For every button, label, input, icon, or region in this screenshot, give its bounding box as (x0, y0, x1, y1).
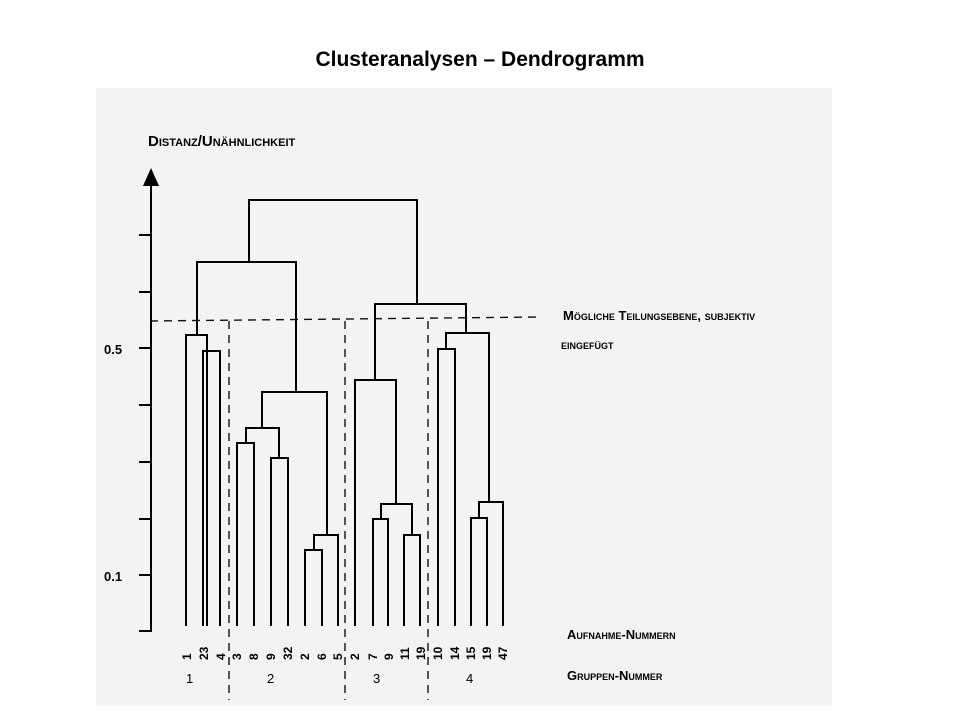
leaf-label: 19 (480, 646, 494, 660)
leaf-label: 7 (366, 653, 380, 660)
leaf-label: 5 (331, 653, 345, 660)
cut-line-label-2: eingefügt (561, 337, 614, 352)
page-title: Clusteranalysen – Dendrogramm (315, 48, 645, 71)
groups-row-label: Gruppen-Nummer (567, 668, 663, 683)
leaf-label: 6 (315, 653, 329, 660)
leaf-label: 2 (298, 653, 312, 660)
cut-line (149, 316, 541, 322)
leaf-label: 1 (180, 653, 194, 660)
leaf-label: 3 (230, 653, 244, 660)
leaf-label: 23 (197, 646, 211, 660)
leaf-label: 11 (398, 647, 412, 660)
leaves-row-label: Aufnahme-Nummern (567, 627, 676, 642)
group-numbers: 1 2 3 4 (186, 671, 473, 686)
leaf-label: 15 (464, 646, 478, 660)
y-tick-label-0-5: 0.5 (104, 342, 122, 357)
leaf-label: 2 (348, 653, 362, 660)
y-axis-arrow-icon (143, 168, 159, 186)
leaf-label: 9 (382, 653, 396, 660)
group-separators (228, 321, 429, 700)
y-tick-label-0-1: 0.1 (104, 569, 122, 584)
leaf-label: 10 (431, 646, 445, 660)
leaf-labels: 1 23 4 3 8 9 32 2 6 5 2 7 9 11 19 10 14 … (180, 646, 510, 660)
dendrogram-branches (185, 199, 504, 626)
leaf-label: 9 (264, 653, 278, 660)
group-number: 2 (267, 671, 274, 686)
y-axis-label: Distanz/Unähnlichkeit (148, 133, 296, 150)
group-number: 1 (186, 671, 193, 686)
leaf-label: 32 (281, 646, 295, 660)
leaf-label: 8 (247, 653, 261, 660)
cut-line-label-1: Mögliche Teilungsebene, subjektiv (563, 308, 755, 323)
leaf-label: 14 (448, 646, 462, 660)
y-axis-ticks (139, 234, 151, 632)
leaf-label: 19 (414, 646, 428, 660)
group-number: 4 (466, 671, 473, 686)
group-number: 3 (373, 671, 380, 686)
leaf-label: 47 (496, 646, 510, 660)
leaf-label: 4 (214, 653, 228, 660)
scanned-figure-background (96, 88, 832, 706)
